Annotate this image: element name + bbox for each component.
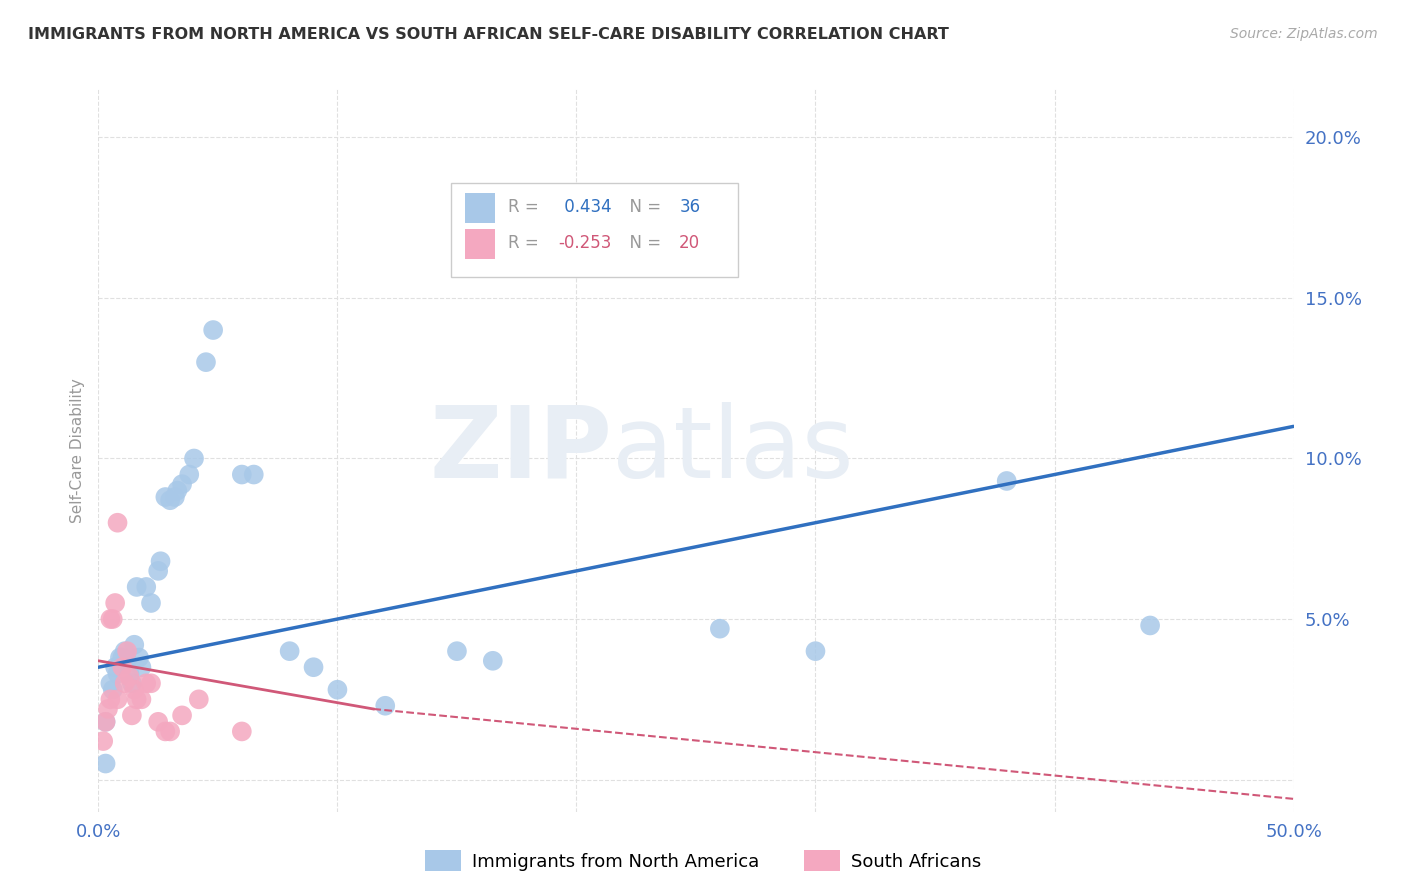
Point	[159, 724, 181, 739]
Bar	[465, 228, 495, 259]
Point	[104, 596, 127, 610]
Point	[94, 756, 117, 771]
Point	[131, 660, 153, 674]
Point	[149, 554, 172, 568]
Point	[101, 612, 124, 626]
Point	[98, 676, 122, 690]
Point	[121, 676, 143, 690]
Point	[128, 650, 150, 665]
Text: 20: 20	[679, 234, 700, 252]
Point	[494, 211, 516, 225]
Point	[278, 644, 301, 658]
Point	[124, 682, 146, 697]
Point	[183, 451, 205, 466]
Point	[995, 474, 1018, 488]
Point	[155, 490, 177, 504]
Text: N =: N =	[620, 234, 666, 252]
Point	[374, 698, 396, 713]
Text: R =: R =	[509, 198, 544, 216]
Text: N =: N =	[620, 198, 666, 216]
Point	[155, 724, 177, 739]
Point	[98, 612, 122, 626]
Point	[243, 467, 266, 482]
Point	[159, 493, 181, 508]
Point	[125, 580, 148, 594]
Point	[94, 714, 117, 729]
Point	[107, 666, 129, 681]
Point	[148, 564, 170, 578]
Point	[121, 708, 143, 723]
Text: -0.253: -0.253	[558, 234, 612, 252]
Point	[179, 467, 201, 482]
Text: ZIP: ZIP	[429, 402, 613, 499]
Text: atlas: atlas	[613, 402, 853, 499]
Point	[107, 692, 129, 706]
Point	[135, 676, 157, 690]
Point	[231, 724, 253, 739]
Point	[97, 702, 120, 716]
Point	[163, 490, 186, 504]
Point	[104, 660, 127, 674]
Point	[115, 654, 138, 668]
Point	[131, 692, 153, 706]
Point	[135, 580, 157, 594]
Point	[124, 638, 146, 652]
Text: 36: 36	[679, 198, 700, 216]
Point	[114, 644, 136, 658]
Point	[172, 708, 194, 723]
Point	[118, 666, 141, 681]
Point	[111, 650, 134, 665]
Point	[139, 676, 162, 690]
Point	[125, 692, 148, 706]
Text: R =: R =	[509, 234, 544, 252]
Point	[91, 734, 114, 748]
Point	[187, 692, 209, 706]
Point	[101, 682, 124, 697]
Point	[446, 644, 468, 658]
Point	[108, 650, 131, 665]
Point	[195, 355, 218, 369]
Point	[111, 660, 134, 674]
Point	[481, 654, 505, 668]
FancyBboxPatch shape	[451, 183, 738, 277]
Text: IMMIGRANTS FROM NORTH AMERICA VS SOUTH AFRICAN SELF-CARE DISABILITY CORRELATION : IMMIGRANTS FROM NORTH AMERICA VS SOUTH A…	[28, 27, 949, 42]
Point	[118, 670, 141, 684]
Point	[115, 644, 138, 658]
Legend: Immigrants from North America, South Africans: Immigrants from North America, South Afr…	[418, 843, 988, 879]
Point	[139, 596, 162, 610]
Point	[202, 323, 225, 337]
Point	[114, 676, 136, 690]
Point	[166, 483, 188, 498]
Point	[231, 467, 253, 482]
Point	[94, 714, 117, 729]
Point	[148, 714, 170, 729]
Bar	[465, 193, 495, 223]
Text: Source: ZipAtlas.com: Source: ZipAtlas.com	[1230, 27, 1378, 41]
Point	[98, 692, 122, 706]
Point	[107, 516, 129, 530]
Point	[302, 660, 325, 674]
Point	[326, 682, 349, 697]
Point	[172, 477, 194, 491]
Text: 0.434: 0.434	[558, 198, 612, 216]
Point	[709, 622, 731, 636]
Y-axis label: Self-Care Disability: Self-Care Disability	[69, 378, 84, 523]
Point	[804, 644, 827, 658]
Point	[1139, 618, 1161, 632]
